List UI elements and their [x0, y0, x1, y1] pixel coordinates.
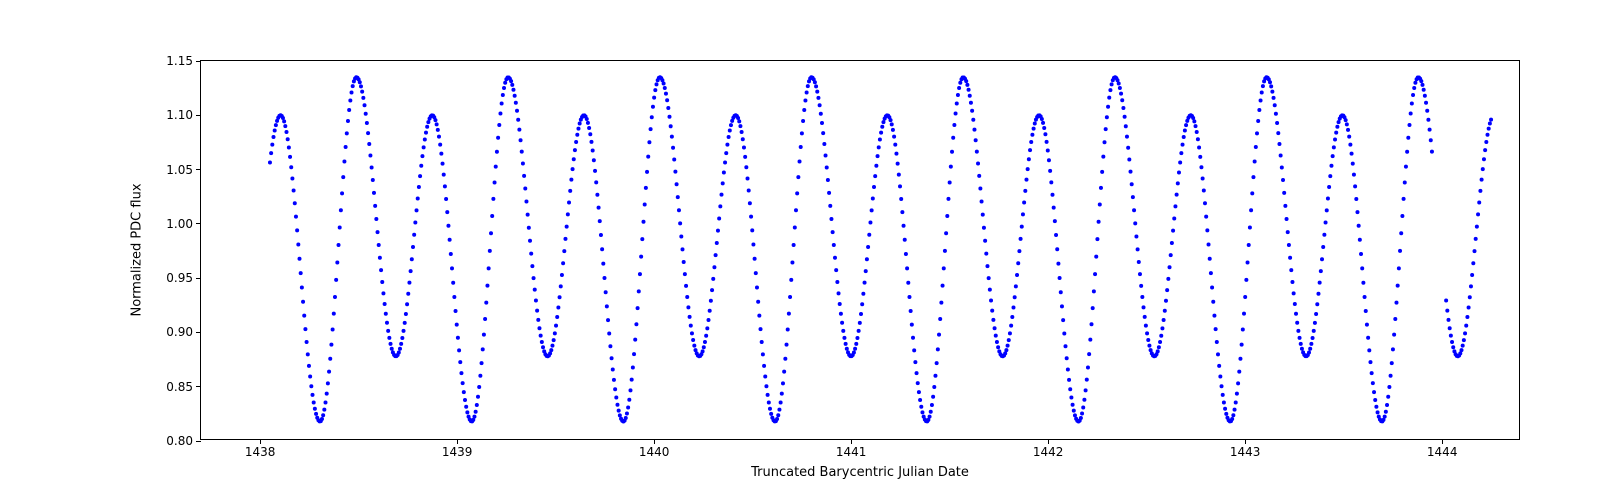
y-tick-label: 0.95 [166, 271, 201, 285]
x-tick-label: 1444 [1427, 439, 1458, 459]
y-tick-label: 0.80 [166, 434, 201, 448]
y-tick-label: 1.15 [166, 54, 201, 68]
y-tick-label: 1.10 [166, 108, 201, 122]
x-tick-label: 1443 [1230, 439, 1261, 459]
light-curve-figure: Normalized PDC flux Truncated Barycentri… [0, 0, 1600, 500]
x-tick-label: 1441 [836, 439, 867, 459]
y-tick-label: 1.00 [166, 217, 201, 231]
y-tick-label: 0.90 [166, 325, 201, 339]
x-tick-label: 1439 [442, 439, 473, 459]
data-points [268, 75, 1493, 423]
plot-axes: Normalized PDC flux Truncated Barycentri… [200, 60, 1520, 440]
x-tick-label: 1442 [1033, 439, 1064, 459]
y-tick-label: 1.05 [166, 163, 201, 177]
scatter-plot [201, 61, 1521, 441]
x-tick-label: 1440 [639, 439, 670, 459]
y-tick-label: 0.85 [166, 380, 201, 394]
y-axis-label: Normalized PDC flux [130, 183, 145, 316]
x-tick-label: 1438 [245, 439, 276, 459]
